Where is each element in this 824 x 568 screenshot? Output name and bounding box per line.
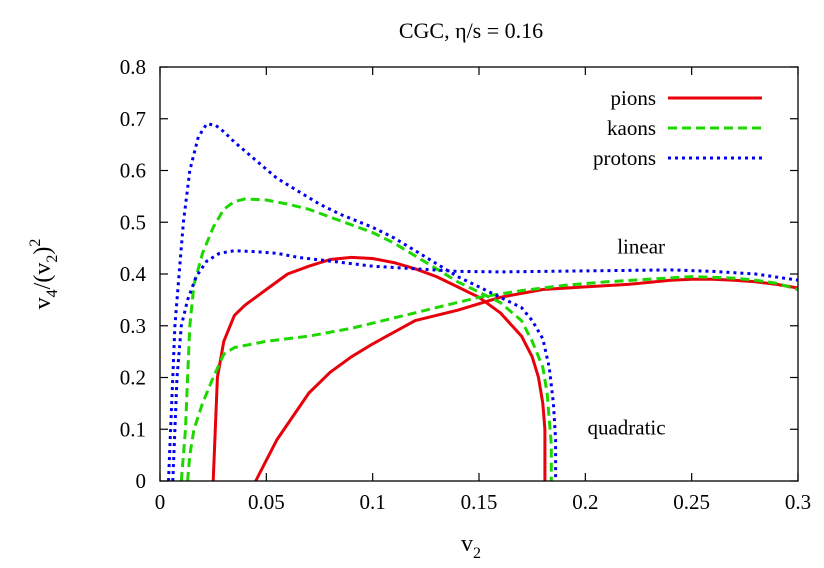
y-tick-label: 0.4: [120, 262, 147, 286]
y-tick-label: 0.6: [120, 159, 146, 183]
x-tick-label: 0.05: [248, 490, 285, 514]
series-pions-linear-line: [211, 255, 547, 482]
y-tick-label: 0.3: [120, 314, 146, 338]
x-axis-label: v2: [461, 531, 481, 562]
y-axis-label-sub2: 2: [44, 255, 61, 263]
y-axis-label-sup: 2: [27, 239, 44, 247]
series-protons-quadratic-line: [171, 249, 799, 482]
x-tick-label: 0: [155, 490, 166, 514]
chart-title: CGC, η/s = 0.16: [399, 18, 543, 43]
x-axis-label-subscript: 2: [473, 545, 481, 562]
series-kaons-linear-line: [179, 197, 553, 482]
y-tick-label: 0.2: [120, 366, 146, 390]
y-axis-label-sub4: 4: [44, 289, 61, 297]
annotation-linear: linear: [617, 234, 665, 258]
series-protons-linear-line: [167, 122, 558, 482]
x-axis-label-base: v: [461, 531, 473, 557]
y-axis-label-v: v: [30, 297, 56, 309]
y-tick-label: 0.5: [120, 210, 146, 234]
y-tick-label: 0.7: [120, 107, 146, 131]
legend-label-pions: pions: [610, 86, 656, 110]
x-tick-label: 0.1: [360, 490, 386, 514]
x-tick-label: 0.25: [673, 490, 710, 514]
axis-ticks: 0 0.05 0.1 0.15 0.2 0.25 0.3 0 0.1 0.2 0.3 0.4 0.5 0.…: [120, 55, 811, 514]
series-pions-quadratic-line: [254, 277, 799, 482]
y-axis-label-close: ): [30, 247, 56, 255]
legend-label-protons: protons: [593, 146, 656, 170]
y-tick-label: 0: [136, 469, 147, 493]
legend: pions kaons protons: [593, 86, 762, 170]
y-axis-label-paren: /(v: [30, 263, 56, 290]
x-tick-label: 0.2: [572, 490, 598, 514]
y-tick-label: 0.1: [120, 417, 146, 441]
x-tick-label: 0.15: [461, 490, 498, 514]
series-kaons-quadratic-line: [186, 275, 799, 482]
annotation-quadratic: quadratic: [587, 415, 665, 439]
y-tick-label: 0.8: [120, 55, 146, 79]
x-tick-label: 0.3: [785, 490, 811, 514]
y-axis-label: v4/(v2)2: [27, 239, 61, 310]
legend-label-kaons: kaons: [607, 116, 656, 140]
plot-lines: [167, 122, 799, 482]
